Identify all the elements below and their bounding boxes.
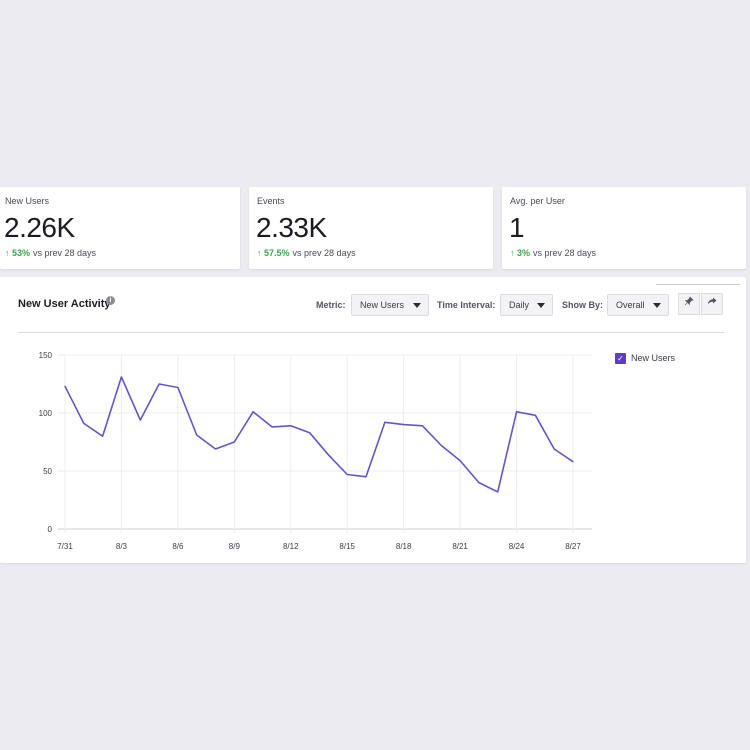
stat-card-events: Events 2.33K ↑ 57.5% vs prev 28 days xyxy=(249,187,493,269)
metric-label: Metric: xyxy=(316,300,346,310)
stat-label: Events xyxy=(257,196,285,206)
share-button[interactable] xyxy=(701,293,723,315)
caret-down-icon xyxy=(653,303,661,308)
data-point xyxy=(421,425,424,427)
show-by-dropdown[interactable]: Overall xyxy=(607,294,669,316)
metric-value: New Users xyxy=(360,300,405,310)
divider xyxy=(656,284,740,285)
data-point xyxy=(102,435,104,437)
data-point xyxy=(384,421,386,423)
data-point xyxy=(139,419,141,421)
new-user-activity-card: New User Activity i Metric: New Users Ti… xyxy=(0,277,746,563)
stat-value: 1 xyxy=(509,212,525,243)
data-point xyxy=(290,425,292,427)
info-icon[interactable]: i xyxy=(106,296,115,305)
stat-card-avg-per-user: Avg. per User 1 ↑ 3% vs prev 28 days xyxy=(502,187,746,269)
data-point xyxy=(534,414,536,416)
show-by-value: Overall xyxy=(616,300,645,310)
time-interval-value: Daily xyxy=(509,300,530,310)
x-tick-label: 8/15 xyxy=(339,542,355,551)
data-point xyxy=(515,411,518,413)
data-point xyxy=(440,444,442,447)
series-line-new-users xyxy=(64,376,574,493)
data-point xyxy=(120,376,123,378)
show-by-label: Show By: xyxy=(562,300,604,310)
metric-dropdown[interactable]: New Users xyxy=(351,294,429,316)
x-tick-label: 8/18 xyxy=(396,542,412,551)
y-tick-label: 50 xyxy=(43,467,52,476)
stat-change: ↑ 3% vs prev 28 days xyxy=(510,248,596,258)
data-point xyxy=(497,491,499,493)
stat-label: New Users xyxy=(5,196,50,206)
data-point xyxy=(158,383,160,385)
data-point xyxy=(327,454,330,456)
caret-down-icon xyxy=(537,303,545,308)
x-tick-label: 7/31 xyxy=(57,542,73,551)
legend-checkbox[interactable]: ✓ xyxy=(615,353,626,364)
stat-percent: 53% xyxy=(12,248,31,258)
pin-button[interactable] xyxy=(678,293,700,315)
x-tick-label: 8/9 xyxy=(229,542,241,551)
stat-card-new-users: New Users 2.26K ↑ 53% vs prev 28 days xyxy=(0,187,240,269)
legend-label: New Users xyxy=(631,353,676,363)
stat-percent: 57.5% xyxy=(264,248,290,258)
x-tick-label: 8/24 xyxy=(509,542,525,551)
stat-change: ↑ 57.5% vs prev 28 days xyxy=(257,248,356,258)
data-point xyxy=(196,434,198,436)
stat-value: 2.33K xyxy=(256,212,327,243)
pin-icon xyxy=(684,296,694,306)
data-point xyxy=(478,482,480,484)
x-tick-label: 8/21 xyxy=(452,542,468,551)
data-point xyxy=(346,473,348,476)
arrow-up-icon: ↑ xyxy=(5,248,10,258)
x-tick-label: 8/6 xyxy=(172,542,184,551)
data-point xyxy=(64,385,66,387)
x-tick-label: 8/3 xyxy=(116,542,128,551)
arrow-up-icon: ↑ xyxy=(510,248,515,258)
y-tick-label: 0 xyxy=(48,525,53,534)
data-point xyxy=(572,461,574,463)
x-tick-label: 8/12 xyxy=(283,542,299,551)
caret-down-icon xyxy=(413,303,421,308)
stat-value: 2.26K xyxy=(4,212,75,243)
data-point xyxy=(271,426,273,428)
data-point xyxy=(214,448,217,450)
stat-change: ↑ 53% vs prev 28 days xyxy=(5,248,96,258)
time-interval-dropdown[interactable]: Daily xyxy=(500,294,553,316)
time-interval-label: Time Interval: xyxy=(437,300,496,310)
header-divider xyxy=(18,332,724,333)
stat-label: Avg. per User xyxy=(510,196,565,206)
stat-percent: 3% xyxy=(517,248,531,258)
share-icon xyxy=(707,297,717,305)
data-point xyxy=(83,422,85,425)
chart-title: New User Activity xyxy=(18,298,111,310)
y-tick-label: 150 xyxy=(39,351,53,360)
stat-suffix: vs prev 28 days xyxy=(33,248,97,258)
stat-suffix: vs prev 28 days xyxy=(292,248,356,258)
data-point xyxy=(308,432,311,434)
data-point xyxy=(553,448,555,450)
arrow-up-icon: ↑ xyxy=(257,248,262,258)
data-point xyxy=(365,476,367,478)
x-tick-label: 8/27 xyxy=(565,542,581,551)
data-point xyxy=(233,441,235,443)
y-tick-label: 100 xyxy=(39,409,53,418)
data-point xyxy=(252,411,254,413)
stat-suffix: vs prev 28 days xyxy=(533,248,597,258)
data-point xyxy=(459,459,461,462)
data-point xyxy=(403,424,405,426)
line-chart: 0 50 100 150 7/31 8/3 8/6 8/9 8/12 8/15 8/18 8/21 8/… xyxy=(39,351,592,551)
data-point xyxy=(177,386,179,389)
